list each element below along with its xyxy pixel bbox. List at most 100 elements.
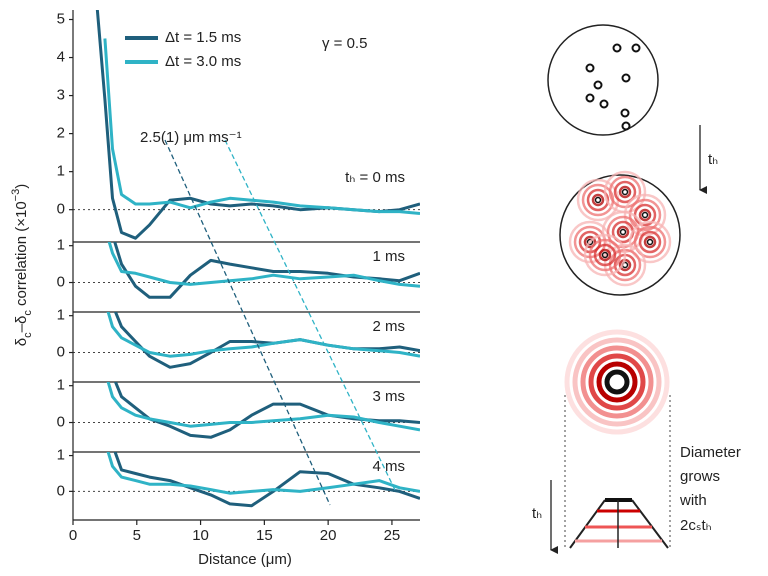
series-line [106,452,420,495]
ring [596,361,638,403]
series-line [113,242,420,299]
y-tick-label: 1 [57,447,65,464]
series-line [113,452,420,508]
panel-lines [95,10,420,240]
y-tick-label: 0 [57,482,65,499]
particle [621,73,631,83]
panel-label: 1 ms [372,248,405,265]
y-tick-label: 2 [57,125,65,142]
time-label: tₕ [532,505,542,522]
ring [643,235,657,249]
series-line [113,312,420,369]
ring [588,238,622,272]
ring [613,180,637,204]
particle [594,196,602,204]
y-tick-label: 0 [57,273,65,290]
ring [616,225,630,239]
gamma-label: γ = 0.5 [322,35,367,52]
ring [638,208,652,222]
time-label: tₕ [708,151,718,168]
ring [583,233,627,277]
y-tick-label: 1 [57,163,65,180]
ring [604,369,630,395]
x-tick-label: 20 [320,527,337,544]
plot: 0 1 2 3 4 5 tₕ = 0 ms 0 1 1 ms 0 1 2 ms 0 1 3 ms 0 1 4 ms 0… [57,10,420,544]
y-tick-label: 1 [57,307,65,324]
y-label-part: –δ [13,316,30,333]
series-line [113,382,420,439]
y-tick-label: 0 [57,201,65,218]
series-line [107,242,420,288]
x-tick-label: 15 [256,527,273,544]
series-line [106,312,420,358]
y-tick-label: 4 [57,49,65,66]
particle [646,238,654,246]
series-line [106,382,420,432]
x-tick-label: 5 [133,527,141,544]
particle [641,211,649,219]
particle [631,43,641,53]
ring [572,337,662,427]
x-tick-label: 10 [192,527,209,544]
ring [608,175,642,209]
panel-label: tₕ = 0 ms [345,169,405,186]
y-tick-label: 1 [57,237,65,254]
ring-target [564,329,670,435]
panel-label: 2 ms [372,318,405,335]
panel-lines [106,382,420,439]
caption: grows [680,468,720,485]
y-tick-label: 0 [57,343,65,360]
x-tick-label: 0 [69,527,77,544]
panel-label: 4 ms [372,458,405,475]
particle [585,93,595,103]
y-tick-label: 5 [57,10,65,27]
caption: Diameter [680,444,741,461]
ring [586,188,610,212]
ring [564,329,670,435]
panel-lines [106,452,420,508]
particle [585,63,595,73]
caption: with [679,492,707,509]
particle [586,238,594,246]
panel-label: 3 ms [372,388,405,405]
y-label-part: correlation (×10 [13,201,30,310]
particle [621,188,629,196]
legend-label: Δt = 3.0 ms [165,53,241,70]
y-label-part: ) [13,184,30,189]
x-axis-label: Distance (μm) [198,551,292,568]
ring [623,193,667,237]
velocity-label: 2.5(1) μm ms⁻¹ [140,129,242,146]
diagram: tₕ tₕ Diameter grows with 2cₛtₕ [532,24,741,554]
ring [593,243,617,267]
particle [599,99,609,109]
velocity-line [224,139,396,491]
ring [633,225,667,259]
ring [588,353,646,411]
y-tick-label: 1 [57,377,65,394]
velocity-line [164,139,331,506]
ring [601,210,645,254]
particle [620,108,630,118]
particle [619,228,627,236]
panel-lines [107,242,420,299]
particle [612,43,622,53]
sample-circle [547,24,659,136]
y-label-part: c [22,310,34,316]
legend-label: Δt = 1.5 ms [165,29,241,46]
y-tick-label: 0 [57,413,65,430]
ring [628,198,662,232]
y-tick-label: 3 [57,87,65,104]
ring [638,230,662,254]
ring [591,193,605,207]
y-label-part: δ [13,338,30,346]
ring [583,235,597,249]
particle [621,121,631,131]
y-axis-label: δc–δc correlation (×10−3) [10,184,34,346]
x-tick-label: 25 [384,527,401,544]
ring-blobs [568,170,672,287]
y-label-part: −3 [10,189,22,202]
y-label-part: c [22,332,34,338]
series-line [103,38,420,215]
ring [580,345,654,419]
